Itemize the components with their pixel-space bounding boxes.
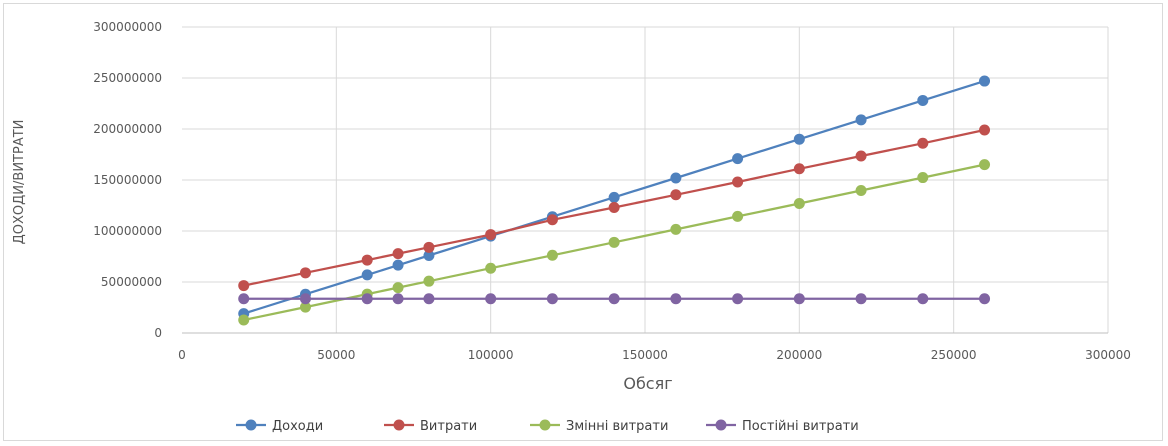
series-3 xyxy=(238,159,991,326)
data-point xyxy=(546,249,558,261)
x-tick-label: 200000 xyxy=(776,348,822,362)
data-point xyxy=(670,172,682,184)
data-point xyxy=(361,269,373,281)
x-tick-label: 50000 xyxy=(317,348,355,362)
legend-label: Витрати xyxy=(420,419,477,434)
series-1 xyxy=(238,75,991,320)
legend: Доходи Витрати Змінні витрати Постійні витр… xyxy=(236,419,859,434)
data-point xyxy=(608,191,620,203)
legend-label: Доходи xyxy=(272,419,323,434)
data-point xyxy=(855,185,867,197)
data-point xyxy=(485,229,497,241)
chart-frame xyxy=(3,3,1163,441)
data-point xyxy=(855,293,867,305)
legend-item: Змінні витрати xyxy=(530,419,668,434)
data-point xyxy=(917,172,929,184)
data-point xyxy=(917,293,929,305)
data-point xyxy=(793,163,805,175)
data-point xyxy=(392,248,404,260)
x-tick-label: 250000 xyxy=(931,348,977,362)
legend-item: Витрати xyxy=(384,419,477,434)
data-point xyxy=(392,282,404,294)
data-point xyxy=(423,275,435,287)
data-point xyxy=(793,197,805,209)
legend-label: Змінні витрати xyxy=(566,419,668,434)
data-point xyxy=(299,293,311,305)
y-tick-label: 0 xyxy=(154,326,162,340)
legend-marker xyxy=(393,419,405,431)
x-axis-ticks: 0 50000 100000 150000 200000 250000 300000 xyxy=(178,348,1131,362)
data-point xyxy=(732,210,744,222)
x-tick-label: 150000 xyxy=(622,348,668,362)
data-point xyxy=(392,259,404,271)
data-point xyxy=(608,202,620,214)
data-point xyxy=(670,189,682,201)
data-point xyxy=(608,293,620,305)
x-tick-label: 100000 xyxy=(468,348,514,362)
legend-item: Постійні витрати xyxy=(706,419,859,434)
series-layer xyxy=(238,75,991,326)
data-point xyxy=(855,114,867,126)
data-point xyxy=(299,267,311,279)
legend-label: Постійні витрати xyxy=(742,419,859,434)
series-4 xyxy=(238,293,991,305)
data-point xyxy=(238,280,250,292)
y-tick-label: 50000000 xyxy=(101,275,162,289)
data-point xyxy=(392,293,404,305)
data-point xyxy=(793,293,805,305)
data-point xyxy=(979,124,991,136)
grid-lines xyxy=(182,26,1109,333)
data-point xyxy=(423,293,435,305)
data-point xyxy=(546,214,558,226)
y-axis-ticks: 0 50000000 100000000 150000000 200000000 2500… xyxy=(93,20,162,340)
y-tick-label: 200000000 xyxy=(93,122,162,136)
legend-marker xyxy=(715,419,727,431)
x-tick-label: 300000 xyxy=(1085,348,1131,362)
data-point xyxy=(670,223,682,235)
x-axis-title: Обсяг xyxy=(623,374,672,393)
y-axis-title: ДОХОДИ/ВИТРАТИ xyxy=(12,120,27,245)
y-tick-label: 300000000 xyxy=(93,20,162,34)
data-point xyxy=(423,249,435,261)
data-point xyxy=(299,301,311,313)
data-point xyxy=(732,293,744,305)
data-point xyxy=(979,75,991,87)
y-tick-label: 250000000 xyxy=(93,71,162,85)
data-point xyxy=(238,314,250,326)
data-point xyxy=(546,293,558,305)
data-point xyxy=(855,150,867,162)
legend-marker xyxy=(245,419,257,431)
data-point xyxy=(670,293,682,305)
data-point xyxy=(608,236,620,248)
data-point xyxy=(732,176,744,188)
data-point xyxy=(238,293,250,305)
data-point xyxy=(917,94,929,106)
data-point xyxy=(361,254,373,266)
data-point xyxy=(917,137,929,149)
series-2 xyxy=(238,124,991,292)
data-point xyxy=(732,153,744,165)
legend-marker xyxy=(539,419,551,431)
y-tick-label: 100000000 xyxy=(93,224,162,238)
data-point xyxy=(979,159,991,171)
data-point xyxy=(485,262,497,274)
y-tick-label: 150000000 xyxy=(93,173,162,187)
legend-item: Доходи xyxy=(236,419,323,434)
data-point xyxy=(423,241,435,253)
data-point xyxy=(361,293,373,305)
data-point xyxy=(793,133,805,145)
x-tick-label: 0 xyxy=(178,348,186,362)
data-point xyxy=(979,293,991,305)
data-point xyxy=(485,293,497,305)
